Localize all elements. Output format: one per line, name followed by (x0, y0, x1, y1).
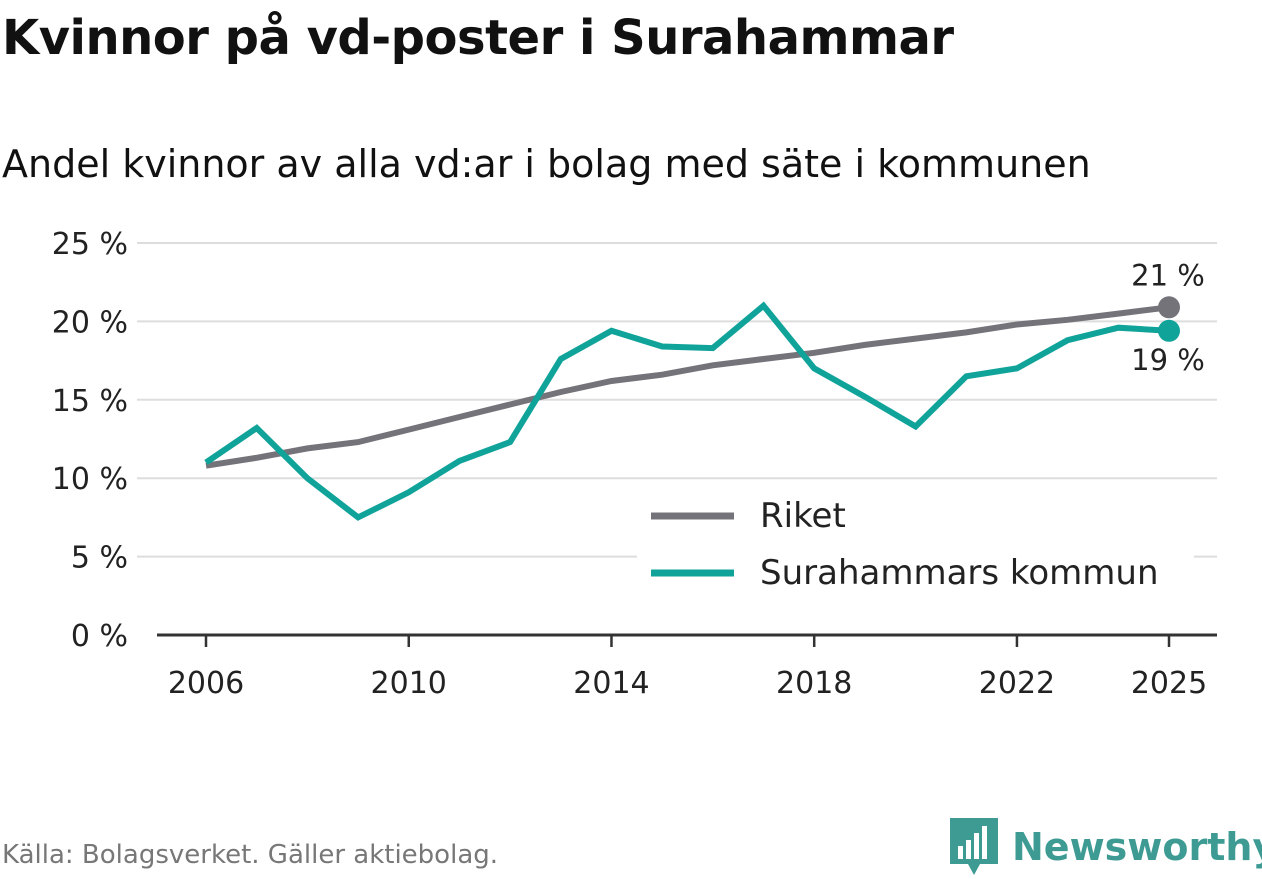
y-tick-label: 25 % (52, 227, 128, 262)
y-tick-label: 15 % (52, 384, 128, 419)
x-tick-label: 2014 (573, 666, 649, 701)
end-labels: 21 % 19 % (1131, 258, 1205, 377)
series-line-surahammar (204, 301, 1170, 521)
y-tick-label: 5 % (71, 541, 128, 576)
y-tick-label: 0 % (71, 619, 128, 654)
end-marker-surahammar (1158, 319, 1180, 342)
legend-label-surahammar: Surahammars kommun (760, 553, 1159, 593)
x-tick-label: 2018 (776, 666, 852, 701)
newsworthy-logo-icon (950, 818, 998, 875)
x-tick-label: 2010 (371, 666, 447, 701)
legend: Riket Surahammars kommun (637, 492, 1194, 606)
brand-name: Newsworthy (1012, 825, 1262, 869)
x-tick-label: 2022 (979, 666, 1055, 701)
end-label-riket: 21 % (1131, 258, 1205, 292)
legend-label-riket: Riket (760, 496, 846, 536)
source-note: Källa: Bolagsverket. Gäller aktiebolag. (2, 840, 499, 870)
x-tick-label: 2006 (168, 666, 244, 701)
end-marker-riket (1158, 296, 1180, 319)
x-tick-label: 2025 (1131, 666, 1207, 701)
axis-layer: 0 % 5 % 10 % 15 % 20 % 25 % 2006 2010 2014 2018 20… (52, 227, 1217, 701)
chart-title: Kvinnor på vd-poster i Surahammar (2, 10, 954, 66)
series-layer (204, 296, 1180, 521)
series-line-riket (205, 304, 1170, 469)
chart-subtitle: Andel kvinnor av alla vd:ar i bolag med … (2, 142, 1091, 186)
legend-background (637, 492, 1194, 606)
y-tick-label: 20 % (52, 305, 128, 340)
brand-logo: Newsworthy (950, 818, 1262, 876)
end-label-surahammar: 19 % (1131, 343, 1205, 377)
y-tick-label: 10 % (52, 462, 128, 497)
